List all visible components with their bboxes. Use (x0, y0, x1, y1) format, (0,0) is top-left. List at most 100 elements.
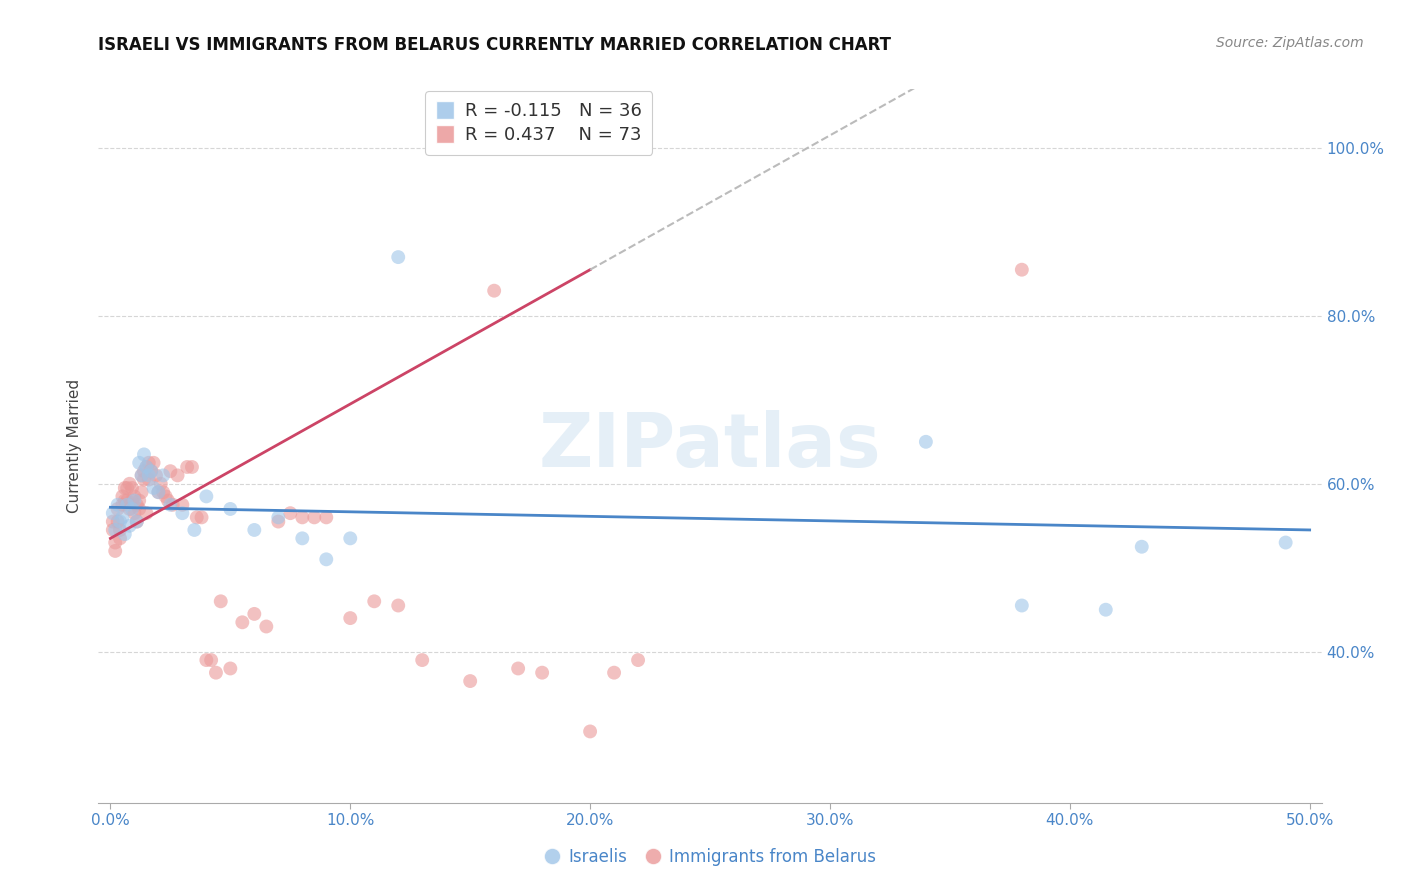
Point (108, 515, 131, 529)
Point (138, 473, 160, 487)
Point (155, 489, 177, 503)
Point (115, 481, 138, 495)
Point (339, 611, 361, 625)
Point (387, 250, 409, 264)
Point (124, 493, 146, 508)
Point (159, 498, 181, 512)
Point (915, 434, 938, 449)
Point (138, 456, 160, 470)
Point (141, 464, 163, 478)
Point (195, 489, 218, 503)
Point (142, 481, 165, 495)
Point (101, 515, 124, 529)
Point (205, 665, 228, 680)
Point (149, 476, 172, 491)
Point (1011, 599, 1033, 613)
Point (159, 464, 181, 478)
Point (114, 527, 136, 541)
Point (243, 523, 266, 537)
Point (145, 468, 167, 483)
Point (124, 489, 146, 503)
Point (579, 724, 602, 739)
Point (267, 510, 290, 524)
Point (200, 653, 222, 667)
Point (141, 464, 163, 478)
Point (162, 498, 184, 512)
Point (148, 485, 170, 500)
Point (166, 468, 188, 483)
Point (209, 594, 232, 608)
Point (1274, 535, 1296, 549)
Point (111, 489, 134, 503)
Point (114, 493, 136, 508)
Point (531, 665, 554, 680)
Point (278, 506, 301, 520)
Point (363, 594, 385, 608)
Point (291, 532, 314, 546)
Point (107, 498, 129, 512)
Point (1094, 603, 1116, 617)
Point (1011, 262, 1033, 277)
Point (148, 485, 170, 500)
Point (172, 498, 194, 512)
Point (231, 615, 253, 630)
Point (315, 552, 337, 566)
Point (142, 456, 165, 470)
Point (114, 481, 136, 495)
Point (183, 523, 205, 537)
Point (458, 674, 481, 689)
Point (135, 460, 157, 475)
Point (124, 506, 146, 520)
Point (132, 447, 155, 461)
Point (131, 468, 153, 483)
Point (482, 284, 505, 298)
Text: ZIPatlas: ZIPatlas (538, 409, 882, 483)
Point (132, 473, 155, 487)
Point (186, 510, 208, 524)
Point (115, 498, 138, 512)
Point (304, 510, 326, 524)
Point (125, 515, 148, 529)
Y-axis label: Currently Married: Currently Married (67, 379, 83, 513)
Point (411, 653, 433, 667)
Point (291, 510, 314, 524)
Point (219, 502, 242, 516)
Point (125, 515, 148, 529)
Point (101, 506, 124, 520)
Point (108, 523, 131, 537)
Point (125, 498, 148, 512)
Point (152, 485, 174, 500)
Point (131, 485, 153, 500)
Point (1130, 540, 1153, 554)
Point (135, 506, 157, 520)
Point (219, 661, 242, 675)
Point (104, 544, 127, 558)
Point (101, 523, 124, 537)
Point (387, 599, 409, 613)
Point (190, 510, 212, 524)
Point (603, 665, 626, 680)
Point (118, 476, 141, 491)
Point (121, 502, 143, 516)
Point (128, 502, 150, 516)
Point (104, 523, 127, 537)
Point (156, 493, 179, 508)
Point (508, 661, 530, 675)
Point (627, 653, 650, 667)
Point (115, 493, 138, 508)
Point (315, 510, 337, 524)
Point (131, 468, 153, 483)
Point (118, 502, 141, 516)
Point (108, 532, 131, 546)
Point (111, 498, 134, 512)
Point (107, 515, 129, 529)
Point (339, 532, 361, 546)
Point (104, 535, 127, 549)
Point (111, 510, 134, 524)
Text: Source: ZipAtlas.com: Source: ZipAtlas.com (1216, 36, 1364, 50)
Point (172, 506, 194, 520)
Point (254, 619, 277, 633)
Point (121, 481, 143, 495)
Point (243, 607, 266, 621)
Point (128, 456, 150, 470)
